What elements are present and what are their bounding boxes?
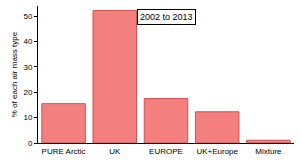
svg-text:30: 30 xyxy=(23,63,32,72)
svg-text:10: 10 xyxy=(23,113,32,122)
svg-text:50: 50 xyxy=(23,12,32,21)
svg-text:20: 20 xyxy=(23,88,32,97)
svg-text:40: 40 xyxy=(23,37,32,46)
svg-text:PURE Arctic: PURE Arctic xyxy=(42,147,86,156)
svg-text:UK: UK xyxy=(109,147,121,156)
svg-text:Mixture: Mixture xyxy=(255,147,282,156)
svg-text:UK+Europe: UK+Europe xyxy=(196,147,238,156)
svg-text:EUROPE: EUROPE xyxy=(149,147,183,156)
svg-text:2002 to 2013: 2002 to 2013 xyxy=(140,12,193,22)
svg-text:% of each air mass type: % of each air mass type xyxy=(10,31,19,117)
svg-text:0: 0 xyxy=(28,139,33,148)
